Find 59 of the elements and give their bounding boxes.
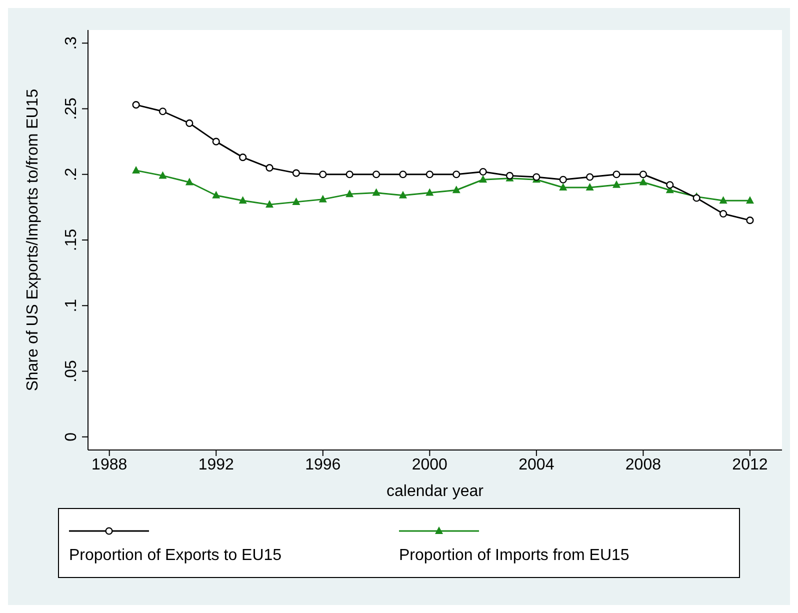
point bbox=[158, 171, 167, 179]
y-tick-label: 0 bbox=[63, 432, 80, 442]
y-axis-title: Share of US Exports/Imports to/from EU15 bbox=[24, 88, 42, 392]
x-tick-label: 1992 bbox=[198, 456, 234, 474]
point bbox=[266, 200, 274, 208]
point bbox=[346, 190, 354, 198]
point bbox=[132, 166, 140, 174]
point bbox=[292, 197, 300, 205]
point bbox=[212, 190, 220, 198]
y-tick-label: .2 bbox=[63, 168, 80, 182]
point bbox=[559, 176, 567, 184]
point bbox=[746, 196, 754, 204]
point bbox=[479, 175, 488, 183]
point bbox=[238, 196, 247, 204]
point bbox=[399, 170, 407, 178]
point bbox=[372, 188, 380, 196]
x-axis-title: calendar year bbox=[386, 483, 484, 500]
point bbox=[319, 170, 327, 178]
x-tick-label: 2012 bbox=[732, 456, 768, 474]
point bbox=[346, 170, 354, 178]
point bbox=[186, 119, 194, 127]
point bbox=[719, 196, 728, 204]
point bbox=[239, 154, 247, 162]
point bbox=[452, 186, 460, 194]
point bbox=[372, 170, 380, 178]
point bbox=[426, 170, 434, 178]
point bbox=[318, 194, 327, 202]
point bbox=[398, 190, 407, 198]
y-tick-label: .1 bbox=[63, 298, 80, 312]
point bbox=[292, 169, 300, 177]
x-tick-label: 2004 bbox=[518, 456, 554, 474]
legend-label: Proportion of Imports from EU15 bbox=[399, 547, 630, 565]
x-tick-label: 1996 bbox=[305, 456, 341, 474]
point bbox=[212, 138, 220, 146]
point bbox=[666, 181, 674, 189]
point bbox=[266, 164, 274, 172]
y-tick-label: .3 bbox=[63, 36, 80, 50]
point bbox=[719, 210, 728, 218]
y-tick-label: .25 bbox=[63, 98, 80, 120]
y-tick-label: .05 bbox=[63, 360, 80, 382]
point bbox=[639, 170, 647, 178]
point bbox=[586, 183, 594, 190]
point bbox=[132, 101, 140, 109]
point bbox=[639, 178, 648, 186]
point bbox=[746, 216, 754, 224]
point bbox=[452, 170, 460, 178]
point bbox=[158, 108, 167, 116]
y-tick-label: .15 bbox=[63, 228, 80, 252]
point bbox=[612, 170, 620, 178]
point bbox=[479, 168, 487, 176]
point bbox=[426, 188, 434, 196]
point bbox=[612, 180, 621, 188]
x-tick-label: 2008 bbox=[625, 456, 662, 474]
legend-label: Proportion of Exports to EU15 bbox=[69, 547, 283, 565]
point bbox=[185, 178, 194, 186]
x-tick-label: 1988 bbox=[92, 456, 128, 474]
point bbox=[559, 183, 568, 190]
x-tick-label: 2000 bbox=[412, 456, 448, 474]
point bbox=[586, 173, 594, 181]
